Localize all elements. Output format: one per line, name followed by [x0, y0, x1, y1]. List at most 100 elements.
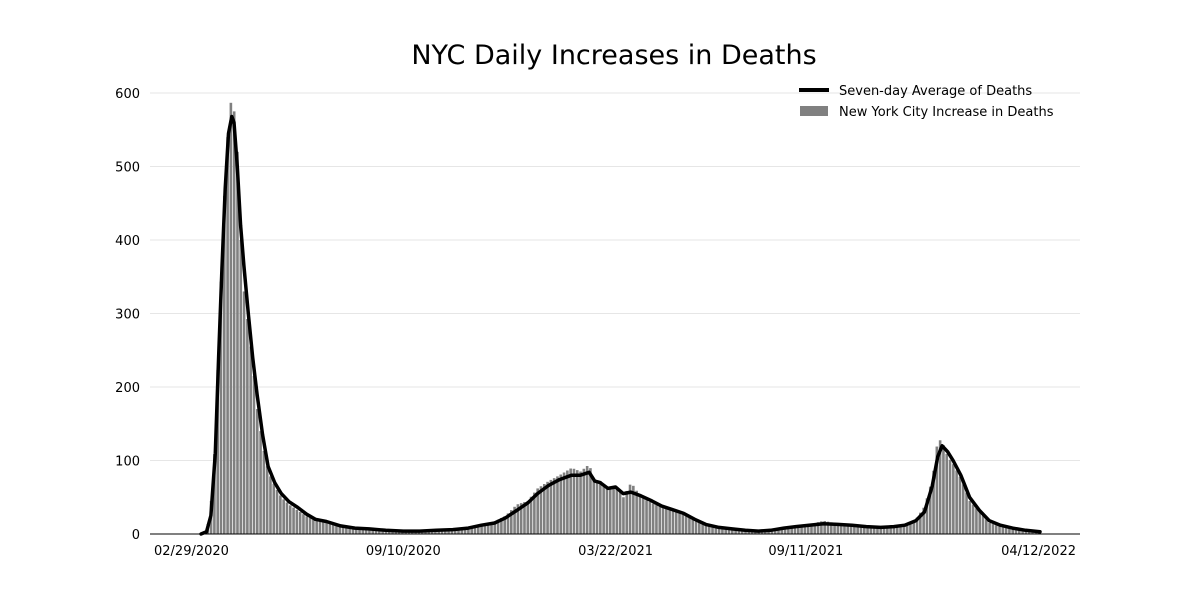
bar	[806, 524, 810, 534]
bar	[282, 499, 285, 534]
y-tick-label: 200	[115, 381, 140, 396]
bar	[444, 529, 447, 534]
bar	[509, 510, 513, 534]
bar	[288, 505, 292, 534]
bar	[935, 446, 939, 534]
bar	[526, 500, 530, 534]
bar	[483, 523, 487, 534]
bar	[665, 508, 668, 534]
y-tick-label: 100	[115, 455, 140, 470]
bar	[942, 445, 945, 534]
bar	[975, 508, 978, 534]
bar	[724, 528, 728, 534]
bar	[658, 506, 662, 534]
bar	[928, 486, 932, 534]
bar	[579, 471, 582, 534]
bar	[348, 527, 351, 534]
bar	[952, 464, 955, 534]
bar	[866, 526, 869, 534]
y-tick-label: 0	[132, 528, 140, 543]
bar	[358, 528, 361, 534]
seven-day-average-line	[199, 114, 1042, 536]
bar	[226, 137, 229, 534]
bar	[843, 524, 846, 534]
y-tick-label: 600	[115, 87, 140, 102]
bar	[961, 484, 965, 534]
bar	[823, 520, 826, 534]
bar	[1014, 529, 1018, 534]
bar	[836, 523, 840, 534]
bar	[559, 474, 563, 534]
bar	[325, 522, 328, 534]
bar	[655, 505, 658, 534]
bar	[731, 528, 734, 534]
bar	[734, 529, 737, 534]
bar	[582, 468, 586, 534]
bar	[252, 375, 256, 534]
bar	[381, 530, 384, 534]
bar	[279, 495, 282, 534]
bar	[308, 518, 312, 534]
bar	[285, 502, 289, 534]
bar	[338, 526, 342, 534]
bar	[562, 472, 566, 534]
bar	[486, 522, 490, 534]
bar	[265, 466, 269, 534]
bar	[589, 468, 592, 534]
bar	[255, 409, 259, 534]
bar	[378, 530, 381, 534]
bar	[958, 476, 962, 534]
bar	[925, 498, 929, 534]
bar	[295, 509, 299, 534]
bar	[727, 528, 731, 534]
bar	[246, 319, 249, 534]
bar	[1021, 529, 1024, 534]
bar	[661, 507, 665, 534]
bar	[513, 506, 516, 534]
bar	[546, 481, 549, 534]
y-axis-ticks: 0 100 200 300 400 500 600	[115, 87, 140, 543]
bar	[853, 525, 856, 534]
bar	[849, 525, 853, 534]
bar	[249, 346, 252, 534]
bar	[991, 524, 995, 534]
bar	[361, 528, 365, 534]
bar	[575, 470, 579, 534]
x-tick-label: 03/22/2021	[578, 544, 653, 559]
bar	[1001, 527, 1005, 534]
bar	[790, 526, 793, 534]
bar	[473, 525, 477, 534]
bar	[523, 502, 526, 534]
bar	[948, 459, 952, 534]
bar	[707, 525, 711, 534]
bar	[622, 497, 625, 534]
bar	[773, 528, 777, 534]
bar	[232, 111, 236, 534]
bar	[829, 522, 833, 534]
bar	[536, 488, 539, 534]
bar	[899, 525, 902, 534]
bar	[740, 529, 744, 534]
bar	[516, 504, 520, 534]
bar	[704, 525, 708, 534]
bar	[698, 522, 701, 534]
bar	[879, 527, 883, 534]
bar	[671, 509, 675, 534]
bar	[503, 516, 506, 534]
bar	[467, 527, 470, 534]
bar	[321, 522, 325, 534]
bar	[938, 440, 942, 534]
bar	[318, 521, 322, 534]
bar	[694, 521, 698, 534]
bar	[717, 528, 721, 534]
bar	[500, 517, 503, 534]
bar	[463, 527, 467, 534]
x-tick-label: 09/11/2021	[768, 544, 843, 559]
legend-label-average: Seven-day Average of Deaths	[839, 84, 1032, 99]
bar	[1018, 529, 1021, 534]
bar	[585, 466, 589, 534]
bar	[988, 522, 991, 534]
bar	[476, 525, 480, 534]
bar	[862, 525, 866, 534]
bar	[968, 500, 972, 534]
